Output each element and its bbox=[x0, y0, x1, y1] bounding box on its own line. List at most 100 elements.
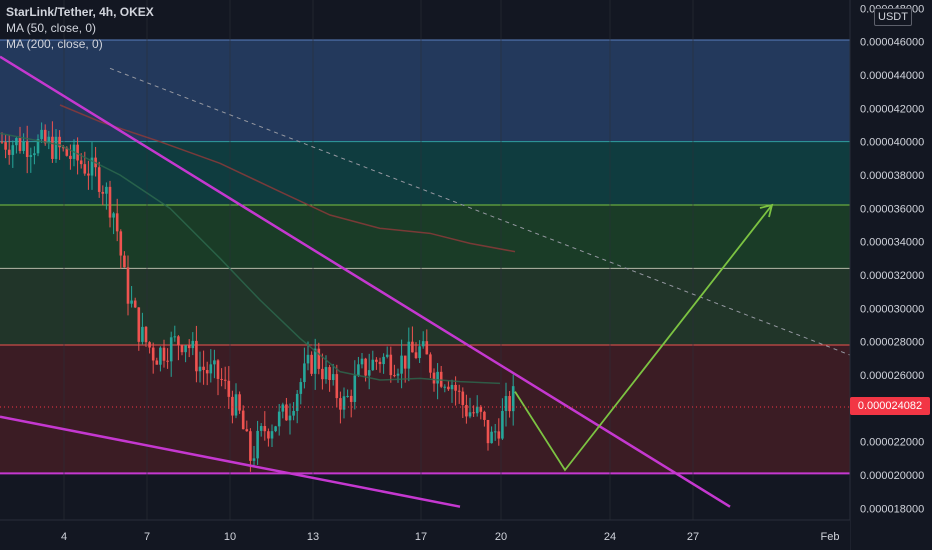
candle-body bbox=[479, 406, 483, 412]
y-tick-label: 0.000018000 bbox=[860, 503, 924, 515]
ma50-label[interactable]: MA (50, close, 0) bbox=[6, 21, 97, 35]
candle-body bbox=[184, 345, 187, 353]
candle-body bbox=[277, 411, 281, 427]
candle-body bbox=[346, 395, 349, 397]
y-tick-label: 0.000022000 bbox=[860, 437, 924, 449]
candle-body bbox=[40, 129, 43, 140]
candle-body bbox=[216, 360, 220, 379]
candle-body bbox=[274, 426, 277, 432]
candle-body bbox=[328, 367, 331, 381]
candle-body bbox=[234, 394, 238, 416]
y-tick-label: 0.000036000 bbox=[860, 203, 924, 215]
candle-body bbox=[270, 431, 274, 439]
price-axis-panel bbox=[850, 0, 932, 550]
candle-body bbox=[169, 337, 173, 362]
candle-body bbox=[335, 374, 339, 399]
candle-body bbox=[285, 404, 288, 421]
time-axis-panel bbox=[0, 520, 850, 550]
candle-body bbox=[403, 355, 407, 369]
y-tick-label: 0.000046000 bbox=[860, 37, 924, 49]
candle-body bbox=[321, 368, 324, 380]
candle-body bbox=[249, 431, 252, 461]
candle-body bbox=[508, 396, 511, 412]
candle-body bbox=[364, 358, 367, 376]
candle-body bbox=[450, 384, 454, 390]
candle-body bbox=[130, 300, 133, 304]
y-tick-label: 0.000042000 bbox=[860, 103, 924, 115]
zone-4 bbox=[0, 345, 850, 474]
candle-body bbox=[295, 393, 299, 411]
candle-body bbox=[263, 426, 267, 432]
candle-body bbox=[310, 354, 313, 374]
candle-body bbox=[461, 391, 465, 405]
candle-body bbox=[65, 147, 69, 156]
candle-body bbox=[209, 364, 213, 374]
projection-path bbox=[514, 204, 773, 472]
candle-body bbox=[97, 167, 101, 192]
candle-body bbox=[407, 341, 411, 369]
candle-body bbox=[313, 348, 317, 374]
y-tick-label: 0.000020000 bbox=[860, 470, 924, 482]
zone-1 bbox=[0, 141, 850, 205]
candle-body bbox=[497, 431, 501, 439]
x-tick-label: 4 bbox=[61, 531, 67, 543]
candle-body bbox=[432, 372, 436, 384]
candle-body bbox=[15, 138, 18, 146]
symbol-title[interactable]: StarLink/Tether, 4h, OKEX bbox=[6, 5, 154, 19]
x-tick-label: 17 bbox=[415, 531, 427, 543]
x-tick-label: 20 bbox=[495, 531, 507, 543]
candle-body bbox=[400, 355, 403, 374]
candle-body bbox=[29, 155, 33, 157]
candle-body bbox=[238, 394, 241, 411]
candle-body bbox=[454, 384, 457, 391]
candle-body bbox=[0, 141, 4, 143]
ma200-label[interactable]: MA (200, close, 0) bbox=[6, 37, 103, 51]
candle-body bbox=[36, 139, 40, 154]
candle-body bbox=[202, 366, 205, 371]
candle-body bbox=[51, 136, 54, 159]
candle-body bbox=[324, 367, 328, 380]
candle-body bbox=[123, 255, 126, 268]
candle-body bbox=[79, 160, 83, 165]
candle-body bbox=[382, 356, 385, 365]
candle-body bbox=[119, 231, 123, 256]
candle-body bbox=[61, 147, 65, 149]
candle-body bbox=[90, 157, 94, 176]
x-tick-label: 7 bbox=[144, 531, 150, 543]
candle-body bbox=[155, 360, 159, 365]
chart-legend: StarLink/Tether, 4h, OKEX MA (50, close,… bbox=[6, 4, 154, 52]
y-tick-label: 0.000026000 bbox=[860, 370, 924, 382]
candle-body bbox=[486, 419, 490, 444]
candle-body bbox=[501, 410, 504, 439]
candle-body bbox=[303, 363, 306, 383]
candle-body bbox=[396, 373, 400, 376]
candle-body bbox=[281, 404, 285, 412]
candle-body bbox=[162, 347, 166, 361]
candle-body bbox=[306, 354, 310, 364]
candle-body bbox=[227, 380, 231, 397]
zone-2 bbox=[0, 205, 850, 269]
candle-body bbox=[472, 412, 475, 414]
candle-body bbox=[378, 361, 382, 365]
candle-body bbox=[191, 340, 195, 349]
candle-body bbox=[241, 410, 245, 430]
currency-unit-button[interactable]: USDT bbox=[874, 8, 912, 26]
candle-body bbox=[393, 375, 396, 377]
candle-body bbox=[367, 370, 371, 376]
y-tick-label: 0.000044000 bbox=[860, 70, 924, 82]
x-tick-label: 24 bbox=[604, 531, 616, 543]
candle-body bbox=[447, 386, 450, 390]
candle-body bbox=[245, 429, 249, 432]
candle-body bbox=[429, 354, 432, 373]
candle-body bbox=[220, 378, 223, 380]
y-tick-label: 0.000032000 bbox=[860, 270, 924, 282]
candle-body bbox=[144, 326, 148, 343]
candle-body bbox=[288, 415, 292, 421]
candle-body bbox=[108, 186, 112, 218]
candle-body bbox=[231, 396, 234, 416]
candle-body bbox=[259, 426, 263, 431]
candle-body bbox=[299, 382, 303, 394]
zone-0 bbox=[0, 40, 850, 142]
candle-body bbox=[443, 386, 447, 388]
